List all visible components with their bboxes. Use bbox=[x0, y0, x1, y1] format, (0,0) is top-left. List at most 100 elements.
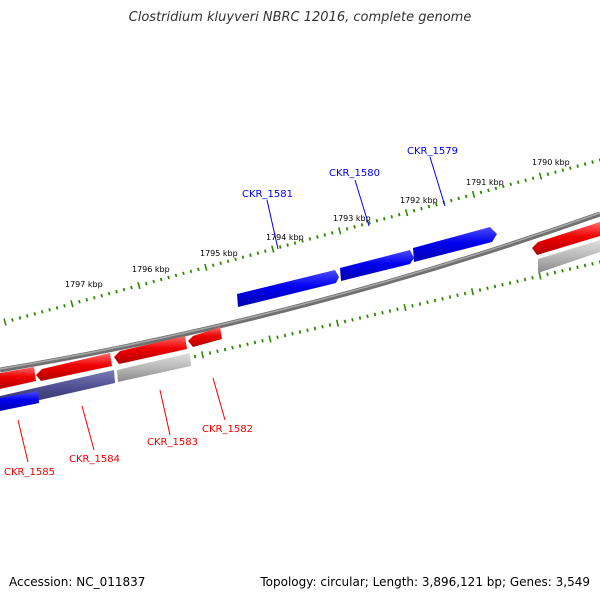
gene-label-ckr-1579[interactable]: CKR_1579 bbox=[407, 146, 458, 157]
upper-track-minor-tick bbox=[145, 281, 148, 286]
upper-track-minor-tick bbox=[420, 206, 423, 211]
upper-track-minor-tick bbox=[278, 245, 282, 249]
leader-ckr-1581 bbox=[266, 199, 279, 250]
gene-arrow-ckr-1581[interactable] bbox=[237, 270, 339, 307]
upper-track-minor-tick bbox=[375, 218, 379, 223]
upper-track-minor-tick bbox=[26, 314, 29, 318]
upper-track-minor-tick bbox=[487, 188, 490, 193]
gene-arrow-ckr-1579[interactable] bbox=[413, 227, 497, 262]
upper-track-minor-tick bbox=[368, 220, 371, 225]
upper-track-minor-tick bbox=[546, 172, 550, 176]
lower-track-minor-tick bbox=[321, 324, 324, 329]
upper-track-minor-tick bbox=[167, 275, 170, 280]
lower-track-minor-tick bbox=[568, 267, 572, 271]
gene-label-ckr-1585[interactable]: CKR_1585 bbox=[4, 467, 55, 478]
kbp-label-1794: 1794 kbp bbox=[266, 233, 304, 242]
upper-track-minor-tick bbox=[479, 190, 483, 195]
kbp-label-1790: 1790 kbp bbox=[532, 158, 570, 167]
upper-track-minor-tick bbox=[345, 227, 349, 231]
leader-ckr-1582 bbox=[212, 377, 226, 421]
genome-stats-text: Topology: circular; Length: 3,896,121 bp… bbox=[260, 575, 590, 589]
feature-grey-right-edge[interactable] bbox=[538, 240, 600, 273]
gene-label-ckr-1581[interactable]: CKR_1581 bbox=[242, 189, 293, 200]
lower-track-minor-tick bbox=[216, 349, 219, 354]
kbp-label-1791: 1791 kbp bbox=[466, 178, 504, 187]
upper-track-minor-tick bbox=[583, 162, 587, 166]
gene-arrow-right-edge[interactable] bbox=[532, 222, 600, 255]
gene-blue-ckr-1585[interactable] bbox=[0, 391, 39, 411]
lower-track-minor-tick bbox=[366, 314, 369, 319]
lower-track-major-tick bbox=[268, 335, 272, 343]
lower-track-minor-tick bbox=[456, 293, 459, 298]
gene-arrow-ckr-1584[interactable] bbox=[36, 353, 112, 381]
upper-track-minor-tick bbox=[435, 202, 438, 207]
upper-track-minor-tick bbox=[92, 295, 96, 300]
gene-label-ckr-1582[interactable]: CKR_1582 bbox=[202, 424, 253, 435]
lower-track-minor-tick bbox=[381, 310, 384, 315]
upper-track-minor-tick bbox=[293, 241, 297, 245]
upper-track-major-tick bbox=[471, 190, 476, 199]
lower-track-minor-tick bbox=[388, 309, 392, 313]
upper-track-minor-tick bbox=[308, 237, 312, 241]
lower-track-major-tick bbox=[200, 351, 205, 359]
lower-track-minor-tick bbox=[486, 286, 489, 291]
lower-track-minor-tick bbox=[313, 326, 317, 331]
lower-track-minor-tick bbox=[501, 282, 504, 287]
upper-track-minor-tick bbox=[383, 216, 386, 221]
upper-track-minor-tick bbox=[48, 308, 51, 312]
lower-track-minor-tick bbox=[328, 323, 332, 327]
upper-track-minor-tick bbox=[226, 259, 230, 264]
upper-track-major-tick bbox=[271, 245, 275, 253]
upper-track-minor-tick bbox=[63, 304, 66, 308]
gene-label-ckr-1584[interactable]: CKR_1584 bbox=[69, 454, 120, 465]
upper-track-minor-tick bbox=[576, 164, 579, 168]
upper-track-minor-tick bbox=[554, 170, 557, 174]
lower-track-minor-tick bbox=[583, 263, 587, 268]
lower-track-minor-tick bbox=[508, 281, 512, 285]
upper-track-minor-tick bbox=[568, 166, 572, 170]
lower-track-minor-tick bbox=[351, 317, 354, 322]
gene-label-ckr-1583[interactable]: CKR_1583 bbox=[147, 437, 198, 448]
upper-track-minor-tick bbox=[330, 231, 334, 235]
upper-track-minor-tick bbox=[182, 271, 185, 276]
leader-ckr-1583 bbox=[159, 389, 171, 436]
lower-track-major-tick bbox=[538, 272, 542, 280]
gene-arrow-ckr-1585[interactable] bbox=[0, 367, 36, 389]
gene-label-ckr-1580[interactable]: CKR_1580 bbox=[329, 168, 380, 179]
upper-track-minor-tick bbox=[264, 249, 267, 253]
lower-track-minor-tick bbox=[426, 300, 429, 305]
gene-arrow-ckr-1580[interactable] bbox=[340, 250, 414, 281]
lower-track-minor-tick bbox=[253, 340, 257, 345]
lower-track-major-tick bbox=[403, 303, 407, 312]
gene-arrow-ckr-1582[interactable] bbox=[188, 327, 222, 347]
upper-track-minor-tick bbox=[494, 186, 498, 191]
upper-track-minor-tick bbox=[55, 306, 59, 310]
lower-track-minor-tick bbox=[238, 344, 242, 348]
kbp-label-1793: 1793 kbp bbox=[333, 214, 371, 223]
lower-track-minor-tick bbox=[418, 302, 422, 306]
upper-track-minor-tick bbox=[159, 277, 163, 282]
upper-track-minor-tick bbox=[241, 255, 245, 259]
lower-track-minor-tick bbox=[396, 307, 399, 312]
upper-track-minor-tick bbox=[561, 168, 565, 172]
lower-track-minor-tick bbox=[231, 345, 234, 350]
lower-track-minor-tick bbox=[223, 347, 227, 352]
leader-ckr-1585 bbox=[17, 419, 29, 463]
lower-track-minor-tick bbox=[358, 316, 362, 320]
lower-track-minor-tick bbox=[343, 319, 347, 324]
gene-arrow-ckr-1583[interactable] bbox=[114, 336, 187, 364]
lower-track-minor-tick bbox=[373, 312, 377, 317]
lower-track-minor-tick bbox=[553, 270, 557, 275]
upper-track-major-tick bbox=[3, 318, 7, 326]
upper-track-minor-tick bbox=[219, 261, 222, 266]
lower-track-minor-tick bbox=[523, 277, 527, 282]
upper-track-minor-tick bbox=[457, 196, 460, 201]
kbp-label-1795: 1795 kbp bbox=[200, 249, 238, 258]
genome-backbone bbox=[0, 211, 600, 373]
upper-track-minor-tick bbox=[286, 243, 289, 247]
leader-ckr-1579 bbox=[429, 156, 446, 207]
feature-grey-ckr-1583[interactable] bbox=[117, 353, 191, 382]
lower-track-minor-tick bbox=[298, 330, 302, 334]
upper-track-minor-tick bbox=[115, 289, 118, 294]
